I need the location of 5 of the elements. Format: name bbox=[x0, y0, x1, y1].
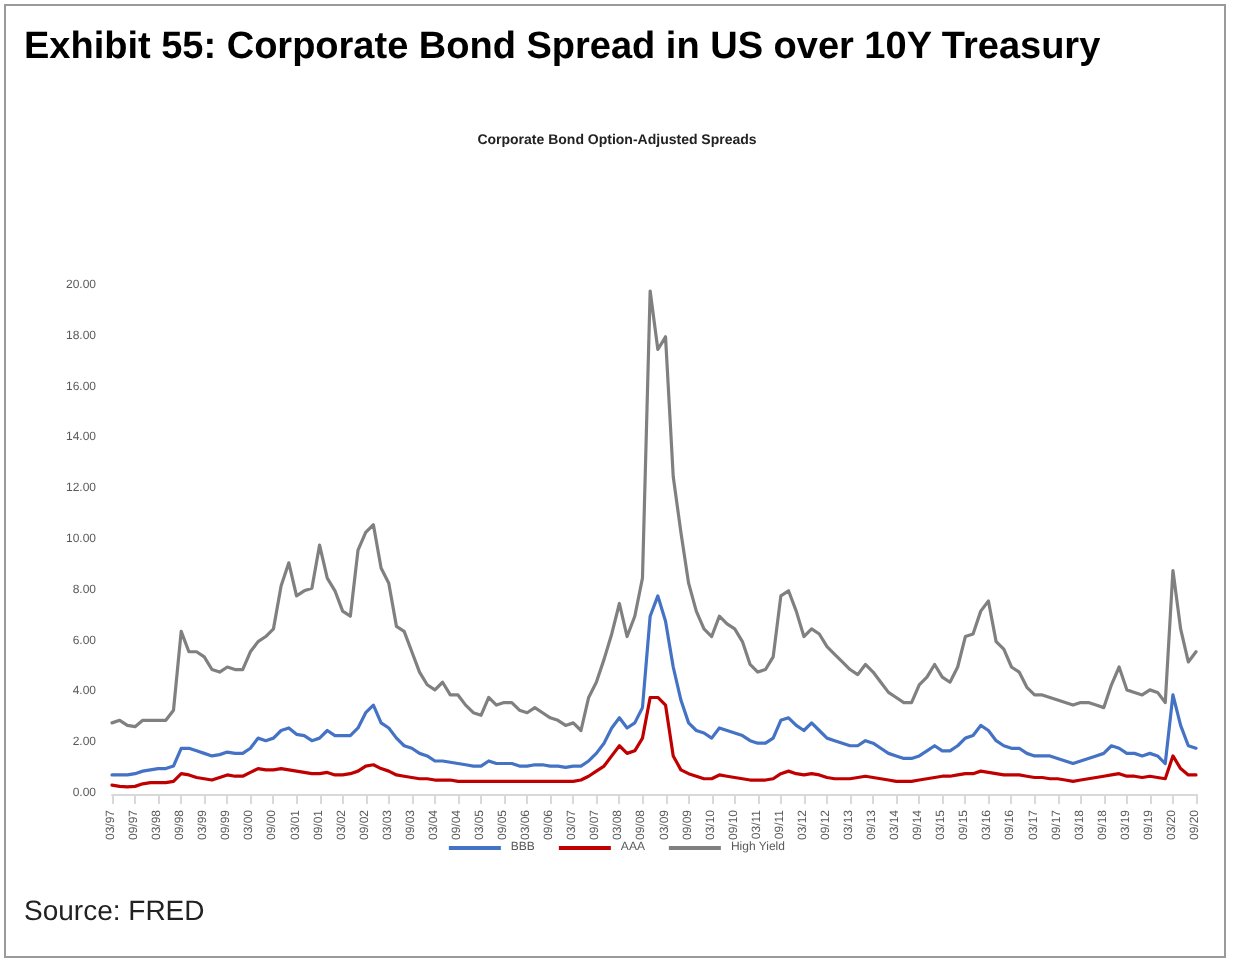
line-series bbox=[110, 289, 1198, 733]
line-series bbox=[110, 695, 1198, 789]
source-note: Source: FRED bbox=[24, 894, 205, 926]
chart-title: Exhibit 55: Corporate Bond Spread in US over 10Y Treasury bbox=[24, 24, 1103, 70]
line-series bbox=[110, 594, 1198, 777]
